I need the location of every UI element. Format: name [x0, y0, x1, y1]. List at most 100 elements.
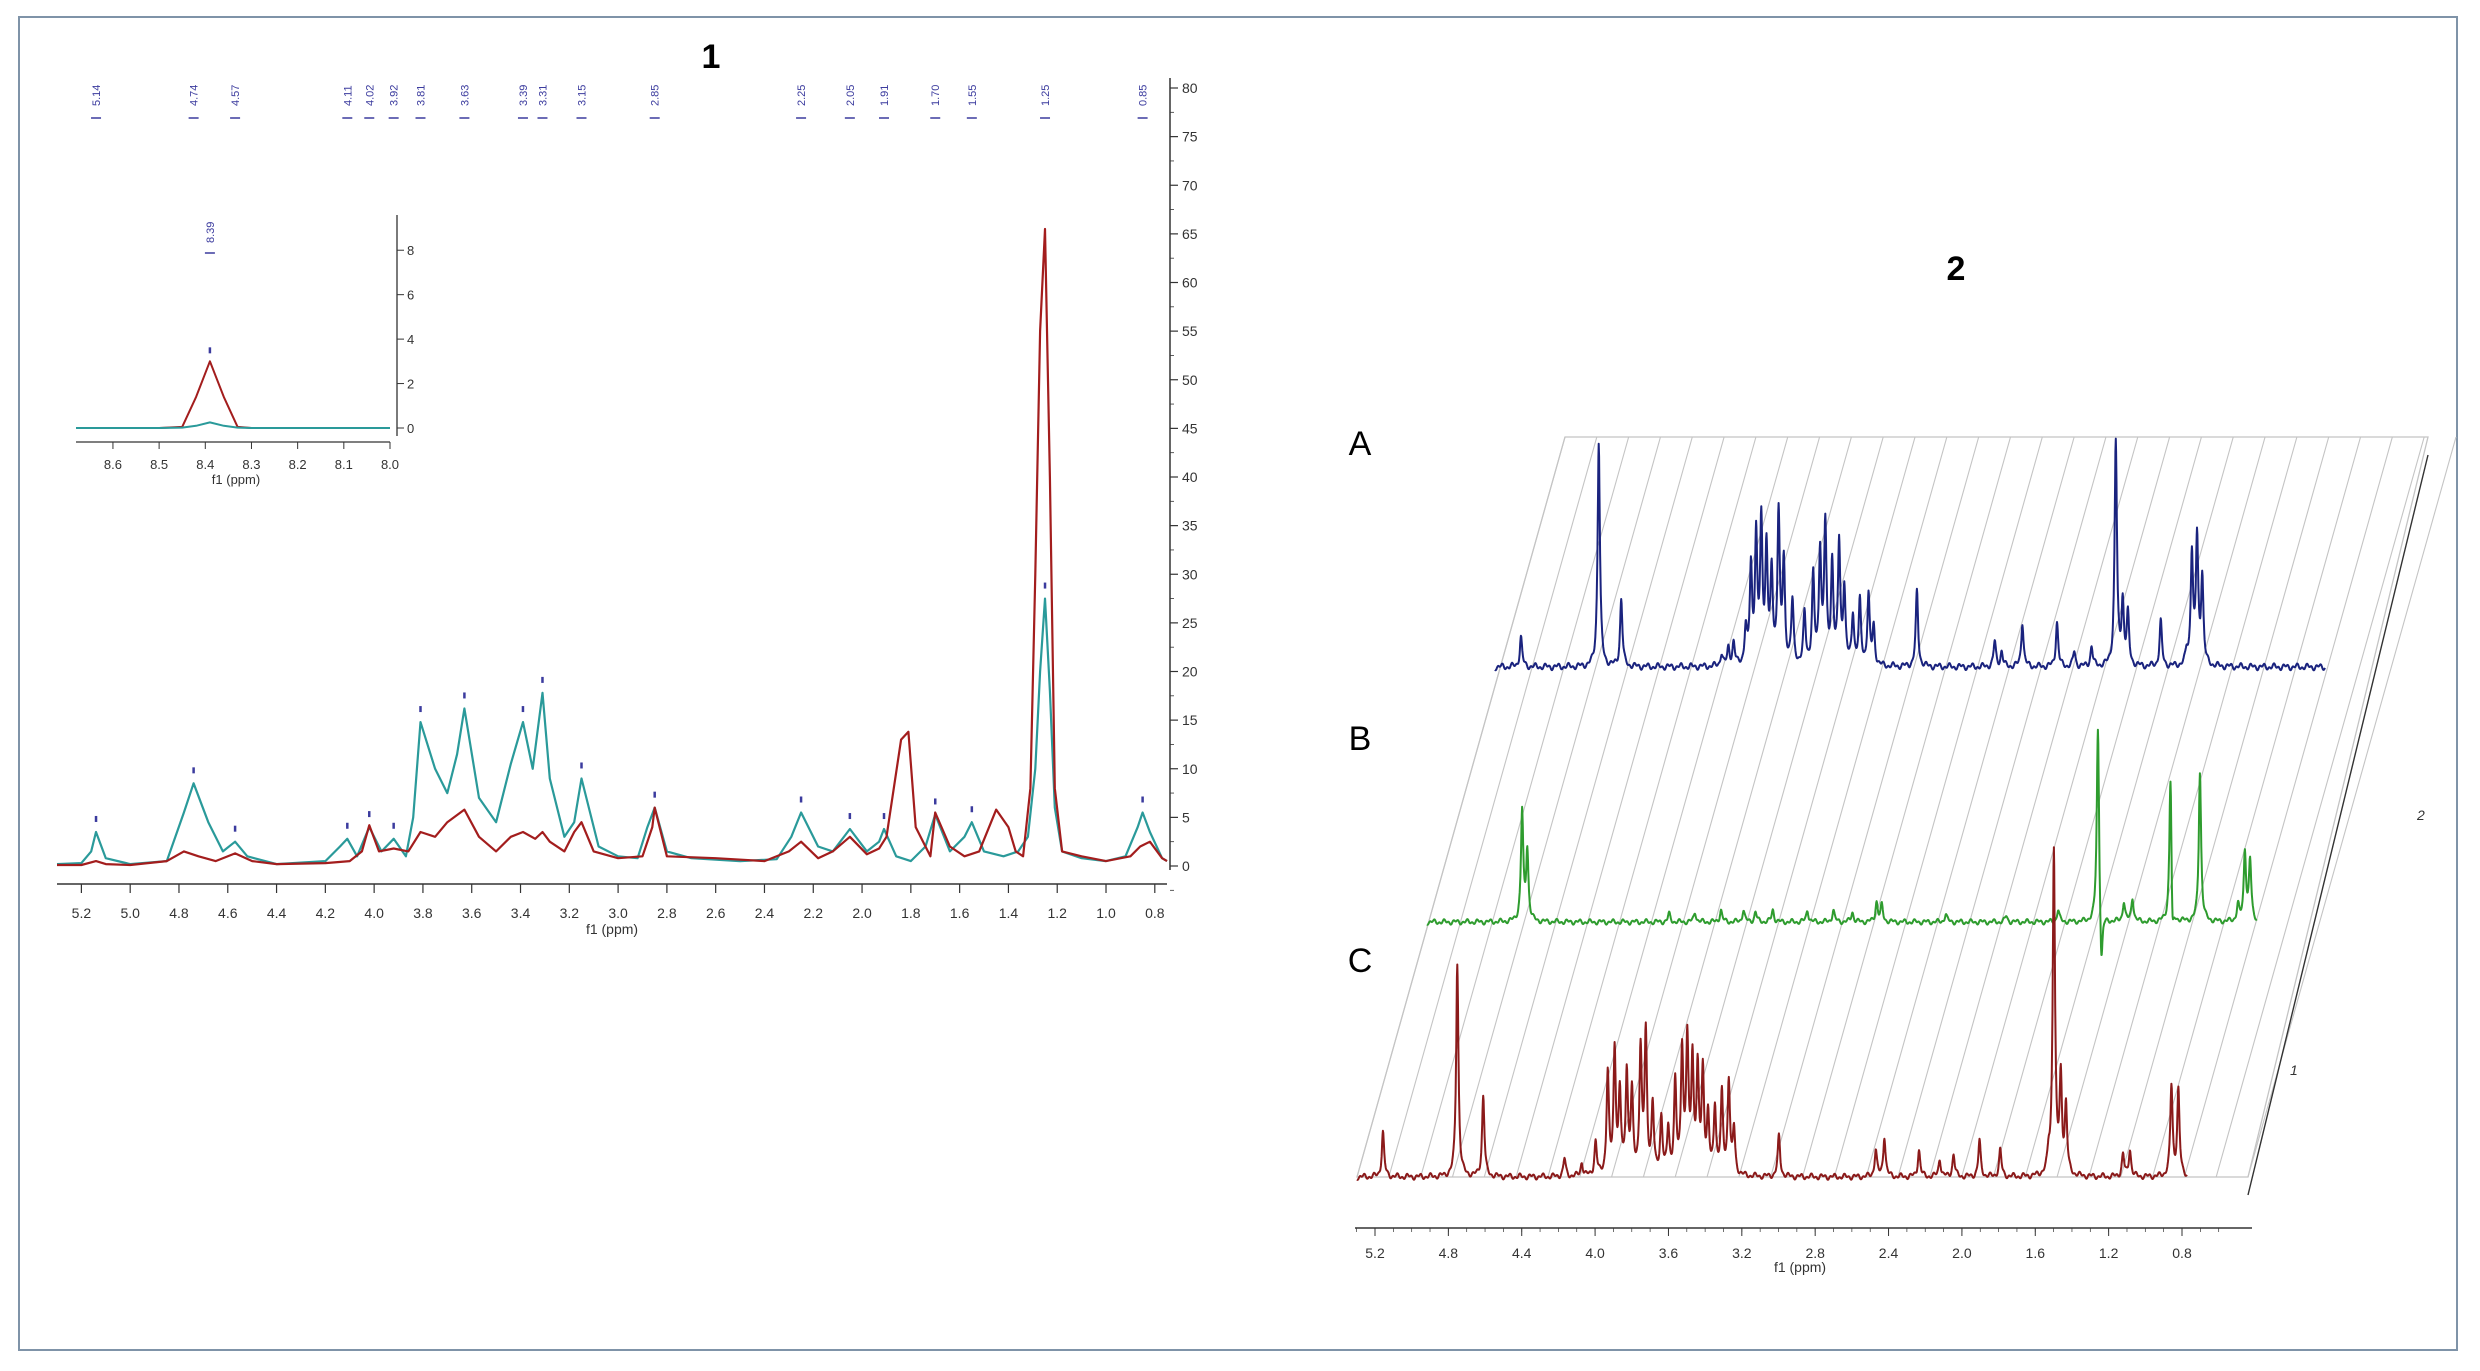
stack-grid-line	[1770, 436, 1980, 1178]
x-tick-label: 5.2	[72, 905, 92, 921]
x-axis-label: f1 (ppm)	[586, 921, 638, 937]
stack-grid-line	[1547, 436, 1757, 1178]
stack-grid-line	[1738, 436, 1948, 1178]
stack-x-tick-label: 4.0	[1585, 1245, 1605, 1261]
stack-grid-line	[1929, 436, 2139, 1178]
peak-label: 4.74	[189, 85, 201, 106]
inset-y-tick-label: 8	[407, 243, 414, 258]
stack-grid-line	[2183, 436, 2393, 1178]
inset-x-tick-label: 8.2	[289, 457, 307, 472]
x-tick-label: 4.0	[364, 905, 384, 921]
x-tick-label: 3.4	[511, 905, 531, 921]
peak-label: 3.81	[415, 85, 427, 106]
peak-label: 2.05	[845, 85, 857, 106]
stack-x-tick-label: 4.8	[1439, 1245, 1459, 1261]
y-tick-label: 0	[1182, 858, 1190, 874]
stack-grid-line	[2056, 436, 2266, 1178]
stack-x-tick-label: 2.4	[1879, 1245, 1899, 1261]
peak-label: 1.55	[967, 85, 979, 106]
stack-grid-line	[1611, 436, 1821, 1178]
peak-label: 1.91	[879, 85, 891, 106]
y-tick-label: 40	[1182, 469, 1198, 485]
x-tick-label: 2.4	[755, 905, 775, 921]
y-tick-label: 80	[1182, 80, 1198, 96]
peak-label: 4.11	[342, 85, 354, 106]
y-tick-label: 60	[1182, 275, 1198, 291]
y-tick-label: 45	[1182, 420, 1198, 436]
peak-label: 3.63	[459, 85, 471, 106]
peak-label: 5.14	[91, 85, 103, 106]
x-tick-label: 2.2	[804, 905, 824, 921]
stack-x-tick-label: 3.6	[1659, 1245, 1679, 1261]
stack-grid-line	[1674, 436, 1884, 1178]
stack-grid-line	[1451, 436, 1661, 1178]
x-tick-label: 4.2	[316, 905, 336, 921]
inset-x-tick-label: 8.1	[335, 457, 353, 472]
stack-grid-line	[1642, 436, 1852, 1178]
inset-x-tick-label: 8.0	[381, 457, 399, 472]
inset-x-tick-label: 8.4	[196, 457, 214, 472]
peak-label: 3.39	[518, 85, 530, 106]
inset-y-tick-label: 0	[407, 421, 414, 436]
stack-x-axis-label: f1 (ppm)	[1774, 1259, 1826, 1275]
peak-label: 1.70	[930, 85, 942, 106]
inset-x-tick-label: 8.3	[242, 457, 260, 472]
stack-grid-line	[1483, 436, 1693, 1178]
peak-label: 3.15	[577, 85, 589, 106]
stack-grid-line	[1388, 436, 1598, 1178]
stack-x-tick-label: 3.2	[1732, 1245, 1752, 1261]
panel-1-label: 1	[702, 38, 721, 76]
peak-label: 1.25	[1040, 85, 1052, 106]
stack-grid-line	[2215, 436, 2425, 1178]
stack-grid-line	[1865, 436, 2075, 1178]
depth-tick-label: 1	[2290, 1062, 2298, 1078]
stack-x-tick-label: 2.0	[1952, 1245, 1972, 1261]
x-tick-label: 1.8	[901, 905, 921, 921]
stack-floor-outline	[1356, 436, 2429, 1178]
teal-spectrum-line	[56, 597, 1168, 866]
x-tick-label: 2.6	[706, 905, 726, 921]
x-tick-label: 4.8	[169, 905, 189, 921]
y-tick-label: 20	[1182, 664, 1198, 680]
y-tick-label: 50	[1182, 372, 1198, 388]
inset-y-tick-label: 6	[407, 288, 414, 303]
stack-grid-line	[1961, 436, 2171, 1178]
red-spectrum-line	[57, 227, 1168, 867]
figure-frame	[18, 16, 2458, 1351]
spectrum-a-line	[1494, 437, 2326, 672]
spectrum-b-line	[1426, 728, 2258, 956]
x-tick-label: 1.4	[999, 905, 1019, 921]
y-tick-label: 65	[1182, 226, 1198, 242]
x-tick-label: 3.2	[560, 905, 580, 921]
peak-label: 2.85	[650, 85, 662, 106]
stack-grid-line	[1706, 436, 1916, 1178]
spectrum-c-line	[1356, 846, 2188, 1181]
y-tick-label: 5	[1182, 809, 1190, 825]
y-tick-label: 15	[1182, 712, 1198, 728]
y-tick-label: 30	[1182, 566, 1198, 582]
x-tick-label: 5.0	[120, 905, 140, 921]
peak-label: 4.02	[364, 85, 376, 106]
stack-x-tick-label: 2.8	[1805, 1245, 1825, 1261]
inset-x-tick-label: 8.5	[150, 457, 168, 472]
peak-label: 2.25	[796, 85, 808, 106]
x-tick-label: 4.6	[218, 905, 238, 921]
y-tick-label: 70	[1182, 177, 1198, 193]
inset-teal-line	[76, 421, 390, 429]
x-tick-label: 2.8	[657, 905, 677, 921]
y-tick-label: 25	[1182, 615, 1198, 631]
x-tick-label: 1.2	[1047, 905, 1067, 921]
stack-grid-line	[1801, 436, 2012, 1178]
stack-x-tick-label: 1.2	[2099, 1245, 2119, 1261]
stack-grid-line	[1833, 436, 2043, 1178]
stack-grid-line	[1356, 436, 1566, 1178]
peak-label: 4.57	[230, 85, 242, 106]
peak-label: 3.31	[537, 85, 549, 106]
inset-y-tick-label: 2	[407, 377, 414, 392]
y-tick-label: 75	[1182, 129, 1198, 145]
depth-tick-label: 2	[2416, 807, 2425, 823]
stack-x-tick-label: 5.2	[1365, 1245, 1385, 1261]
x-tick-label: 3.6	[462, 905, 482, 921]
main-spectrum-chart: 5.2 5.0 4.8 4.6 4.4 4.2 4.0 3.8 3.6 3.4 3.2 3.0 2.8 2…	[56, 78, 1198, 937]
stacked-spectra-chart: 1235.24.84.44.03.63.22.82.42.01.61.20.8f…	[1355, 436, 2457, 1275]
